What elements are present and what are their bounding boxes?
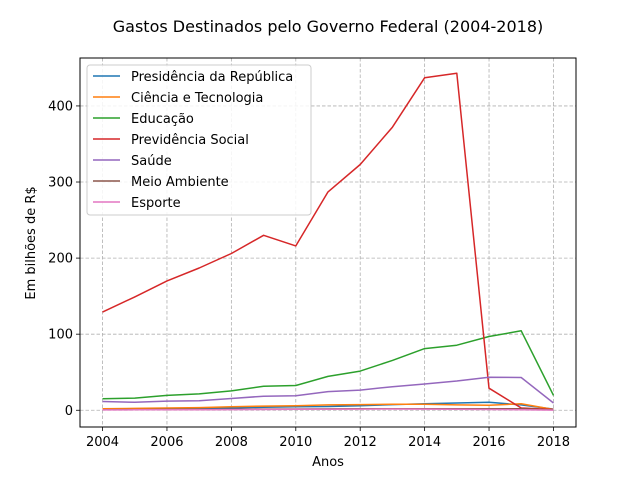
y-tick-label: 200: [48, 252, 73, 267]
legend-label: Educação: [131, 112, 194, 127]
y-axis-label: Em bilhões de R$: [24, 186, 39, 299]
legend-label: Saúde: [131, 154, 172, 169]
y-tick-label: 400: [48, 99, 73, 114]
legend-label: Presidência da República: [131, 70, 293, 85]
x-tick-label: 2006: [150, 435, 183, 450]
x-tick-label: 2008: [215, 435, 248, 450]
legend-label: Previdência Social: [131, 133, 249, 148]
y-tick-label: 0: [65, 404, 73, 419]
legend-label: Esporte: [131, 196, 181, 211]
x-tick-label: 2014: [408, 435, 441, 450]
legend: Presidência da República Ciência e Tecnol…: [86, 64, 312, 216]
x-tick-label: 2016: [472, 435, 505, 450]
y-tick-label: 100: [48, 328, 73, 343]
plot-frame: [79, 57, 577, 428]
y-tick-label: 300: [48, 176, 73, 191]
legend-label: Ciência e Tecnologia: [131, 91, 263, 106]
x-axis-label: Anos: [312, 455, 344, 470]
x-tick-label: 2004: [86, 435, 119, 450]
x-tick-label: 2012: [344, 435, 377, 450]
series-layer: [102, 72, 555, 411]
series-line-esporte: [102, 408, 554, 411]
series-line-ciencia-e-tecnologia: [102, 403, 554, 411]
chart-title: Gastos Destinados pelo Governo Federal (…: [113, 17, 543, 36]
x-tick-label: 2010: [279, 435, 312, 450]
series-line-saude: [102, 376, 554, 404]
ticks: 2004 2006 2008 2010 2012 2014 2016 2018 0 100 200 3…: [48, 99, 570, 450]
x-tick-label: 2018: [537, 435, 570, 450]
series-line-educacao: [102, 330, 555, 400]
series-line-previdencia-social: [102, 72, 554, 411]
legend-box: [86, 64, 312, 216]
legend-label: Meio Ambiente: [131, 175, 229, 190]
